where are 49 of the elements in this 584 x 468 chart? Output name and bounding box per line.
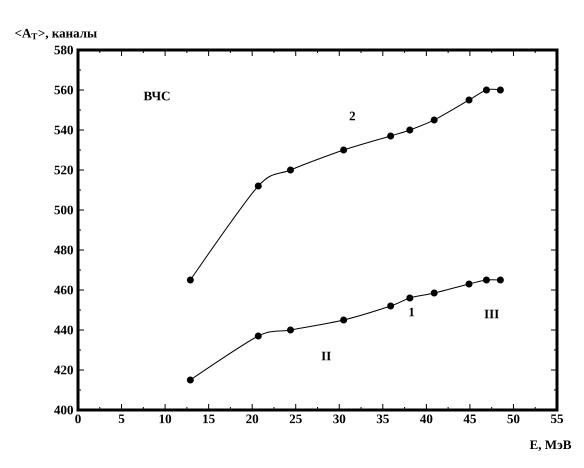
y-axis-title: <A$_{T}$>, каналы	[15, 28, 97, 40]
point	[287, 326, 294, 334]
point	[254, 332, 262, 340]
series-label: 2	[350, 112, 356, 120]
point	[406, 126, 414, 134]
x-tick-label: 15	[203, 414, 215, 424]
point	[466, 280, 473, 288]
x-tick-label: 0	[75, 414, 81, 424]
x-tick-label: 50	[507, 414, 520, 424]
point	[406, 294, 414, 302]
point	[340, 316, 348, 324]
x-tick-label: 30	[333, 414, 346, 424]
y-tick-label: 520	[54, 166, 73, 174]
series-label: 1	[409, 308, 414, 316]
x-tick-label: 40	[420, 414, 432, 424]
point	[254, 182, 262, 190]
point	[430, 289, 438, 296]
point	[387, 302, 394, 310]
point	[430, 116, 438, 124]
point	[496, 276, 504, 284]
y-tick-label: 500	[54, 206, 73, 214]
x-tick-label: 5	[118, 414, 124, 424]
x-axis-title: E, МэВ	[530, 440, 572, 452]
point	[466, 96, 473, 104]
x-tick-label: 10	[160, 414, 172, 424]
annotation: III	[484, 310, 499, 318]
point	[482, 86, 490, 94]
annotation: II	[322, 352, 331, 360]
point	[340, 146, 348, 154]
x-tick-label: 35	[376, 414, 389, 424]
y-tick-label: 480	[54, 246, 73, 254]
point	[287, 166, 294, 174]
x-tick-label: 25	[290, 414, 302, 424]
y-tick-label: 440	[54, 326, 73, 334]
x-tick-label: 45	[464, 414, 476, 424]
x-tick-label: 20	[246, 414, 258, 424]
y-tick-label: 560	[54, 86, 73, 94]
point	[496, 86, 504, 94]
y-tick-label: 580	[54, 46, 73, 54]
y-tick-label: 540	[54, 126, 73, 134]
annotation: ВЧС	[144, 92, 170, 100]
y-tick-label: 420	[54, 366, 73, 374]
y-tick-label: 400	[54, 406, 73, 414]
point	[186, 276, 194, 284]
point	[387, 132, 394, 140]
x-tick-label: 55	[551, 414, 564, 424]
point	[186, 376, 194, 384]
y-tick-label: 460	[54, 286, 73, 294]
point	[482, 276, 490, 284]
